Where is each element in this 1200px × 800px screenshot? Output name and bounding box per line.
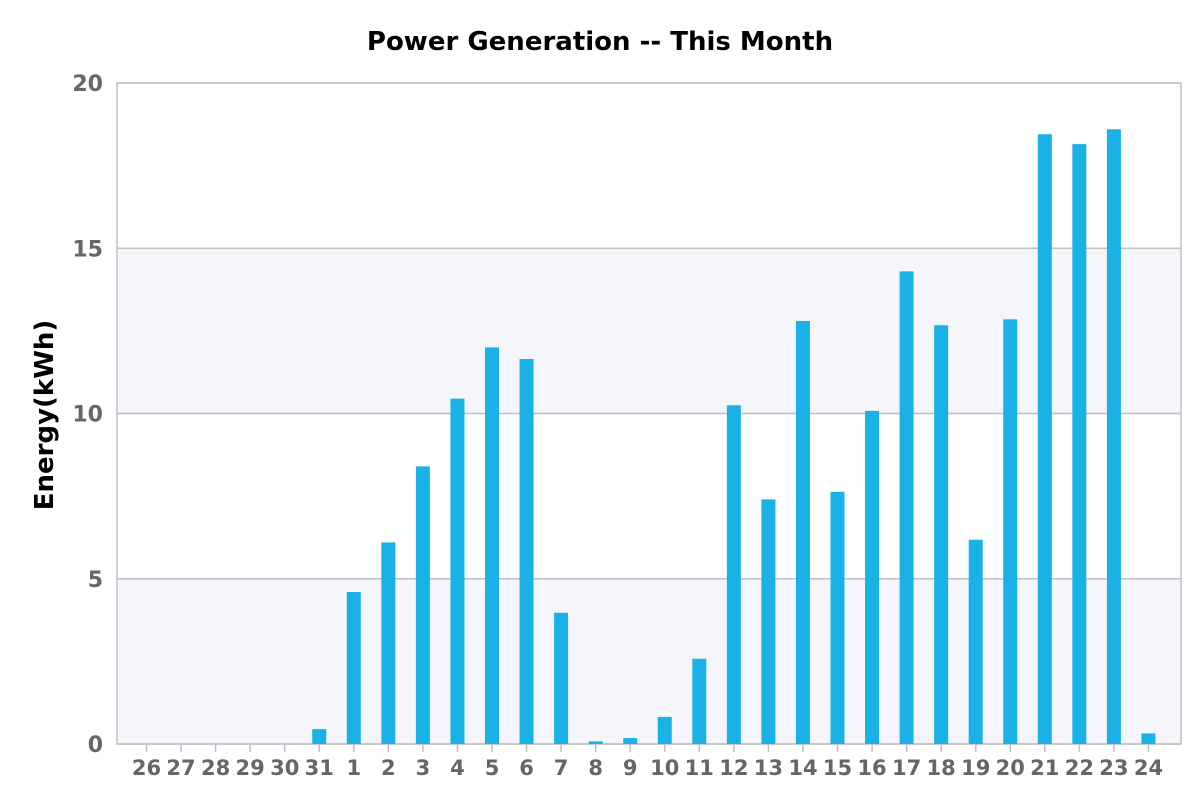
x-tick-marks <box>145 744 1150 752</box>
bar-22 <box>1072 144 1087 744</box>
y-tick-labels: 0 5 10 15 20 <box>72 72 103 758</box>
x-tick-label: 17 <box>892 756 921 780</box>
bar-16 <box>865 410 880 744</box>
x-tick-label: 1 <box>346 756 361 780</box>
bar-21 <box>1037 134 1052 745</box>
bar-23 <box>1106 129 1121 744</box>
bars <box>312 129 1156 745</box>
plot-band <box>117 248 1181 414</box>
bar-11 <box>692 658 707 744</box>
x-tick-label: 11 <box>685 756 714 780</box>
plot-band <box>117 413 1181 579</box>
x-tick-label: 3 <box>416 756 431 780</box>
x-tick-label: 6 <box>519 756 534 780</box>
bar-19 <box>968 539 983 744</box>
bar-15 <box>830 491 845 744</box>
x-tick-label: 22 <box>1065 756 1094 780</box>
bar-8 <box>588 741 603 744</box>
x-tick-label: 4 <box>450 756 465 780</box>
x-tick-label: 13 <box>754 756 783 780</box>
y-tick-label: 15 <box>72 237 103 262</box>
x-tick-label: 26 <box>132 756 161 780</box>
y-tick-label: 0 <box>88 733 103 758</box>
chart-title: Power Generation -- This Month <box>367 27 833 57</box>
x-tick-label: 7 <box>554 756 569 780</box>
y-axis-label: Energy(kWh) <box>30 320 60 511</box>
bar-12 <box>726 405 741 744</box>
x-tick-label: 23 <box>1099 756 1128 780</box>
bar-14 <box>795 320 810 744</box>
x-tick-label: 20 <box>996 756 1025 780</box>
bar-3 <box>415 466 430 744</box>
x-tick-label: 16 <box>857 756 886 780</box>
x-tick-label: 28 <box>201 756 230 780</box>
x-tick-label: 5 <box>485 756 500 780</box>
plot-band <box>117 83 1181 249</box>
x-tick-label: 15 <box>823 756 852 780</box>
y-tick-label: 20 <box>72 72 103 97</box>
bar-4 <box>450 398 465 744</box>
x-tick-label: 9 <box>623 756 638 780</box>
bar-20 <box>1003 319 1018 744</box>
x-tick-label: 24 <box>1134 756 1163 780</box>
bar-6 <box>519 358 534 744</box>
x-tick-labels: 26 27 28 29 30 31 1 2 3 4 5 6 7 8 9 10 11 12 13 14 15 16 17 18 1… <box>132 756 1163 780</box>
bar-5 <box>485 347 499 744</box>
bar-13 <box>761 499 776 744</box>
x-tick-label: 2 <box>381 756 396 780</box>
bar-1 <box>346 591 361 744</box>
x-tick-label: 8 <box>588 756 603 780</box>
bar-17 <box>899 271 914 744</box>
plot-band <box>117 578 1181 744</box>
bar-9 <box>623 738 638 744</box>
bar-2 <box>381 542 396 744</box>
bar-7 <box>554 612 569 744</box>
bar-18 <box>934 325 949 744</box>
x-tick-label: 10 <box>650 756 679 780</box>
x-tick-label: 29 <box>236 756 265 780</box>
y-tick-label: 10 <box>72 403 103 428</box>
plot-frame <box>116 82 1182 745</box>
x-tick-label: 18 <box>927 756 956 780</box>
bar-24 <box>1141 733 1156 744</box>
x-tick-label: 14 <box>788 756 817 780</box>
bar-10 <box>657 716 672 744</box>
y-tick-label: 5 <box>88 568 103 593</box>
bar-31 <box>312 729 327 744</box>
x-tick-label: 12 <box>719 756 748 780</box>
x-tick-label: 19 <box>961 756 990 780</box>
x-tick-label: 27 <box>166 756 195 780</box>
x-tick-label: 30 <box>270 756 299 780</box>
x-tick-label: 31 <box>305 756 334 780</box>
x-tick-label: 21 <box>1030 756 1059 780</box>
